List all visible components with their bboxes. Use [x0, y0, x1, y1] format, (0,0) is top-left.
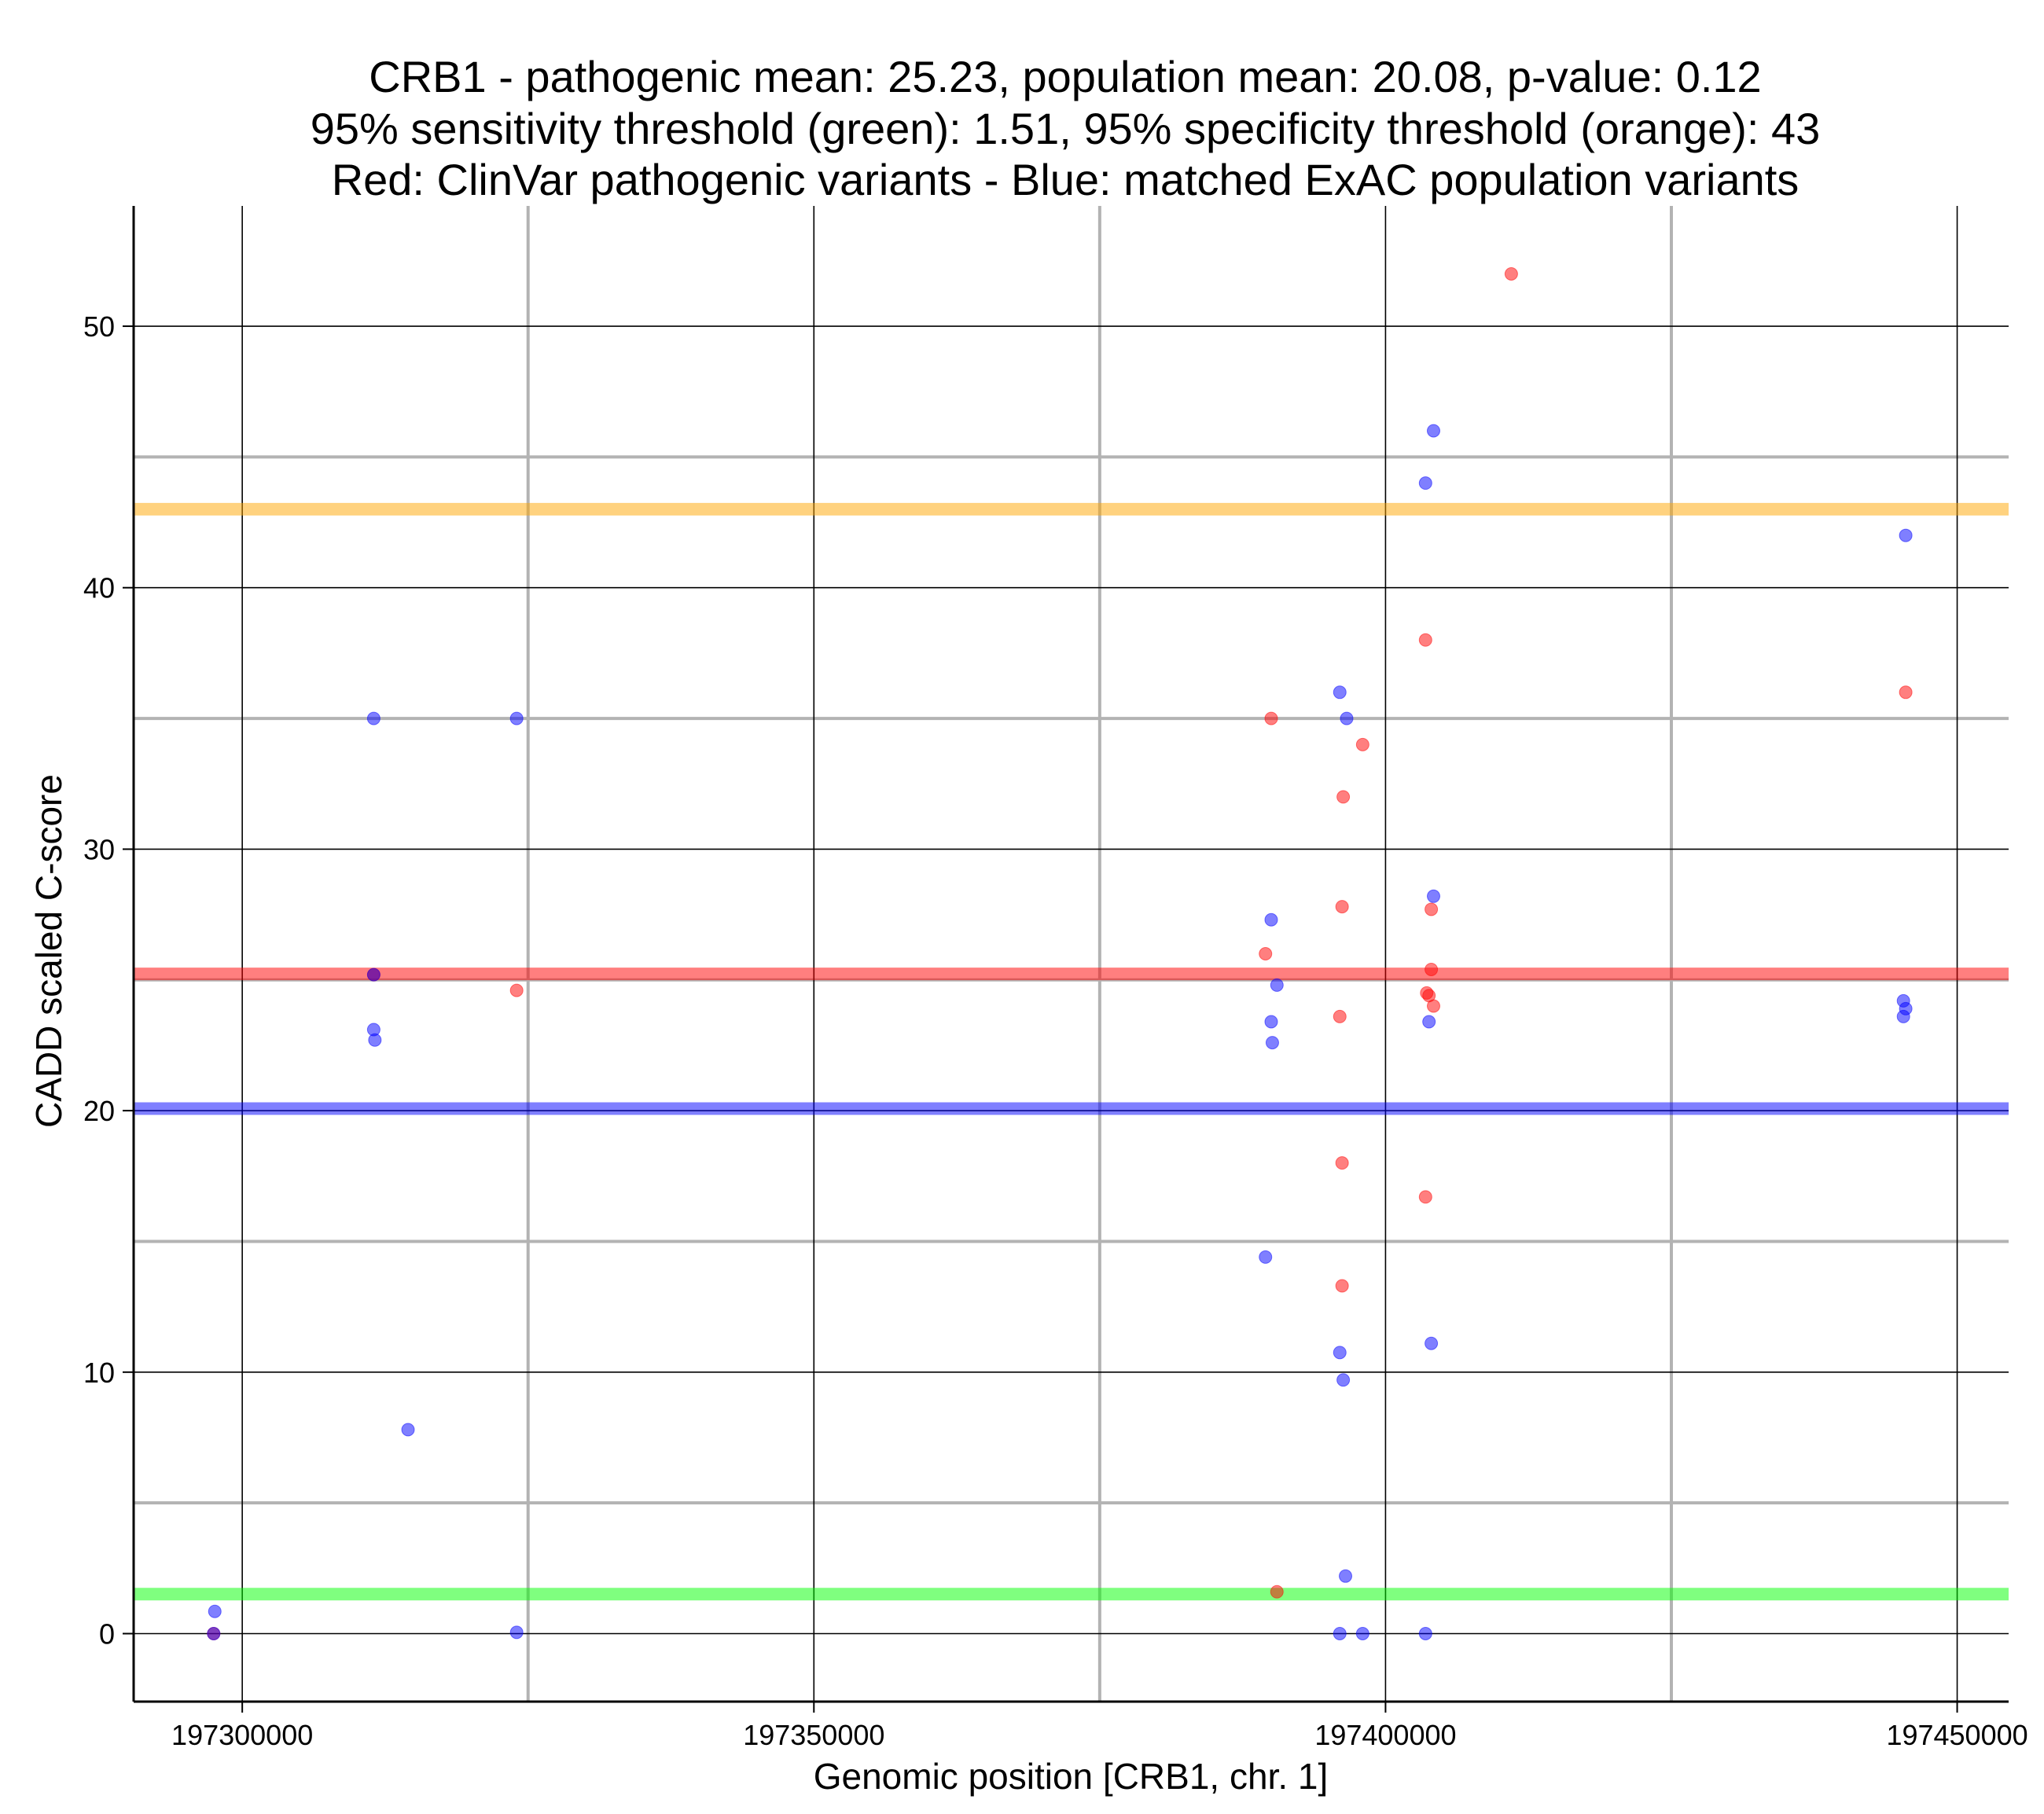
- population-point: [366, 968, 380, 982]
- population-point: [1355, 1627, 1369, 1640]
- pathogenic-point: [1259, 947, 1273, 960]
- pathogenic-point: [509, 983, 524, 997]
- chart-title: CRB1 - pathogenic mean: 25.23, populatio…: [311, 52, 1821, 204]
- x-tick-label: 197300000: [171, 1719, 313, 1751]
- population-point: [1333, 1627, 1347, 1640]
- minor-gridlines: [134, 206, 2009, 1702]
- population-point: [208, 1604, 222, 1618]
- population-point: [1899, 528, 1913, 542]
- title-line-3: Red: ClinVar pathogenic variants - Blue:…: [332, 155, 1800, 204]
- population-point: [368, 1033, 382, 1047]
- population-point: [401, 1423, 415, 1437]
- pathogenic-point: [1336, 790, 1351, 804]
- y-tick-label: 0: [99, 1618, 115, 1651]
- pathogenic-point: [1264, 711, 1278, 725]
- population-point: [1259, 1250, 1273, 1264]
- pathogenic-point: [1335, 900, 1349, 914]
- population-point: [1418, 1627, 1432, 1640]
- population-point: [1270, 978, 1284, 992]
- population-point: [1896, 1009, 1910, 1023]
- pathogenic-point: [1333, 1009, 1347, 1023]
- population-point: [1422, 1015, 1436, 1029]
- population-point: [1425, 1336, 1439, 1350]
- population-point: [1333, 1346, 1347, 1360]
- x-tick-label: 197350000: [743, 1719, 884, 1751]
- y-tick-label: 50: [83, 310, 115, 343]
- population-point: [509, 711, 524, 725]
- population-point: [509, 1625, 524, 1640]
- pathogenic-point: [1335, 1156, 1349, 1170]
- y-axis-title: CADD scaled C-score: [28, 774, 69, 1128]
- population-point: [366, 711, 380, 725]
- population-point: [1418, 476, 1432, 490]
- x-axis-title: Genomic position [CRB1, chr. 1]: [814, 1756, 1329, 1797]
- y-axis-ticks: 0 10 20 30 40 50: [83, 310, 134, 1651]
- pathogenic-point: [1270, 1584, 1284, 1599]
- population-point: [1333, 685, 1347, 700]
- population-point: [1265, 1036, 1279, 1050]
- pathogenic-point: [1418, 1190, 1432, 1204]
- population-point: [1264, 1015, 1278, 1029]
- x-axis-ticks: 197300000 197350000 197400000 197450000: [171, 1702, 2028, 1751]
- y-tick-label: 20: [83, 1095, 115, 1127]
- pathogenic-point: [1504, 267, 1518, 281]
- pathogenic-point: [1899, 685, 1913, 700]
- pathogenic-point: [1427, 999, 1441, 1013]
- population-point: [1427, 424, 1441, 438]
- axes: [132, 206, 2009, 1703]
- population-point: [1264, 913, 1278, 927]
- title-line-1: CRB1 - pathogenic mean: 25.23, populatio…: [369, 52, 1761, 101]
- title-line-2: 95% sensitivity threshold (green): 1.51,…: [311, 104, 1821, 153]
- population-point: [1339, 1569, 1353, 1583]
- population-point: [1427, 889, 1441, 903]
- major-gridlines: [134, 206, 2009, 1702]
- y-tick-label: 40: [83, 572, 115, 604]
- threshold-lines: [134, 502, 2009, 1601]
- pathogenic-point: [1418, 633, 1432, 647]
- x-tick-label: 197400000: [1314, 1719, 1456, 1751]
- x-tick-label: 197450000: [1886, 1719, 2027, 1751]
- y-tick-label: 10: [83, 1357, 115, 1389]
- data-points: [207, 267, 1913, 1640]
- population-point: [1336, 1373, 1351, 1387]
- pathogenic-point: [1335, 1279, 1349, 1293]
- pathogenic-point: [1425, 902, 1439, 916]
- population-point: [1340, 711, 1354, 725]
- population-point: [207, 1627, 221, 1640]
- pathogenic-point: [1355, 737, 1369, 751]
- y-tick-label: 30: [83, 833, 115, 865]
- pathogenic-point: [1425, 962, 1439, 976]
